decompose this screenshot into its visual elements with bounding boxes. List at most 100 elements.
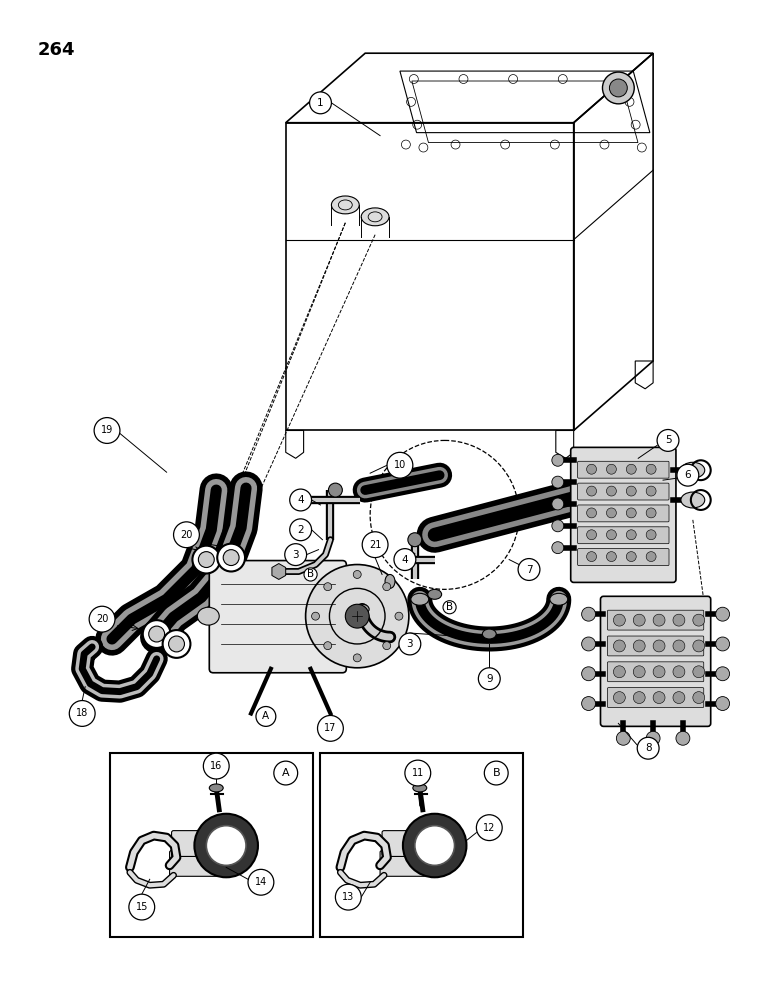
Circle shape (551, 454, 564, 466)
Text: 4: 4 (297, 495, 304, 505)
Circle shape (606, 552, 616, 562)
Circle shape (207, 826, 246, 865)
FancyBboxPatch shape (608, 636, 704, 656)
Circle shape (353, 570, 361, 578)
Circle shape (324, 583, 332, 591)
FancyBboxPatch shape (578, 549, 669, 566)
Circle shape (633, 614, 645, 626)
Circle shape (626, 552, 636, 562)
Circle shape (626, 530, 636, 540)
Circle shape (582, 607, 595, 621)
Text: 1: 1 (317, 98, 324, 108)
Ellipse shape (681, 462, 705, 478)
Circle shape (551, 542, 564, 554)
Circle shape (163, 630, 190, 658)
Circle shape (353, 654, 361, 662)
FancyBboxPatch shape (169, 850, 218, 876)
Circle shape (653, 640, 665, 652)
Circle shape (94, 418, 120, 443)
Circle shape (518, 559, 540, 580)
Text: 2: 2 (297, 525, 304, 535)
Text: 16: 16 (210, 761, 222, 771)
Text: 264: 264 (37, 41, 75, 59)
Ellipse shape (197, 607, 219, 625)
Circle shape (328, 483, 342, 497)
Text: 4: 4 (402, 555, 408, 565)
Circle shape (289, 489, 311, 511)
Text: 18: 18 (76, 708, 88, 718)
Circle shape (653, 692, 665, 704)
Text: 8: 8 (645, 743, 651, 753)
Circle shape (362, 532, 388, 558)
Circle shape (408, 533, 422, 547)
Circle shape (335, 884, 361, 910)
Circle shape (613, 640, 626, 652)
FancyBboxPatch shape (578, 505, 669, 522)
FancyBboxPatch shape (172, 831, 215, 856)
Circle shape (399, 633, 420, 655)
Text: 21: 21 (369, 540, 381, 550)
Circle shape (646, 486, 656, 496)
Circle shape (143, 620, 171, 648)
Ellipse shape (355, 604, 369, 614)
Circle shape (587, 464, 597, 474)
Text: 3: 3 (292, 550, 299, 560)
Circle shape (633, 666, 645, 678)
Circle shape (653, 614, 665, 626)
Circle shape (693, 614, 705, 626)
Circle shape (606, 464, 616, 474)
FancyBboxPatch shape (578, 527, 669, 544)
FancyBboxPatch shape (380, 850, 426, 876)
Circle shape (218, 544, 245, 571)
Circle shape (677, 464, 699, 486)
Text: 6: 6 (685, 470, 691, 480)
Circle shape (204, 753, 229, 779)
FancyBboxPatch shape (608, 688, 704, 708)
Text: 15: 15 (136, 902, 148, 912)
FancyBboxPatch shape (578, 461, 669, 478)
Ellipse shape (681, 492, 705, 508)
Circle shape (274, 761, 298, 785)
Circle shape (676, 731, 690, 745)
Circle shape (646, 464, 656, 474)
Circle shape (673, 692, 685, 704)
Circle shape (637, 737, 659, 759)
Circle shape (198, 552, 215, 568)
Circle shape (626, 486, 636, 496)
Circle shape (646, 530, 656, 540)
Text: 10: 10 (394, 460, 406, 470)
Circle shape (478, 668, 500, 690)
Circle shape (587, 552, 597, 562)
Circle shape (602, 72, 634, 104)
Circle shape (582, 667, 595, 681)
Circle shape (646, 552, 656, 562)
Circle shape (129, 894, 154, 920)
Text: 19: 19 (101, 425, 113, 435)
FancyBboxPatch shape (209, 561, 346, 673)
Ellipse shape (482, 629, 496, 639)
Circle shape (310, 92, 332, 114)
Bar (110, 753, 313, 937)
Circle shape (633, 640, 645, 652)
FancyBboxPatch shape (578, 483, 669, 500)
FancyBboxPatch shape (571, 447, 676, 582)
Text: 11: 11 (412, 768, 424, 778)
Ellipse shape (427, 589, 441, 599)
Circle shape (256, 707, 276, 726)
Text: 9: 9 (486, 674, 493, 684)
Circle shape (405, 760, 431, 786)
Circle shape (394, 549, 416, 570)
Circle shape (646, 731, 660, 745)
Circle shape (657, 430, 679, 451)
Circle shape (289, 519, 311, 541)
Circle shape (311, 612, 320, 620)
Text: 7: 7 (526, 565, 532, 575)
Circle shape (346, 604, 369, 628)
Ellipse shape (385, 574, 395, 588)
Circle shape (69, 701, 95, 726)
Circle shape (193, 546, 220, 573)
Circle shape (693, 692, 705, 704)
Circle shape (285, 544, 307, 566)
FancyBboxPatch shape (608, 662, 704, 682)
Circle shape (626, 464, 636, 474)
